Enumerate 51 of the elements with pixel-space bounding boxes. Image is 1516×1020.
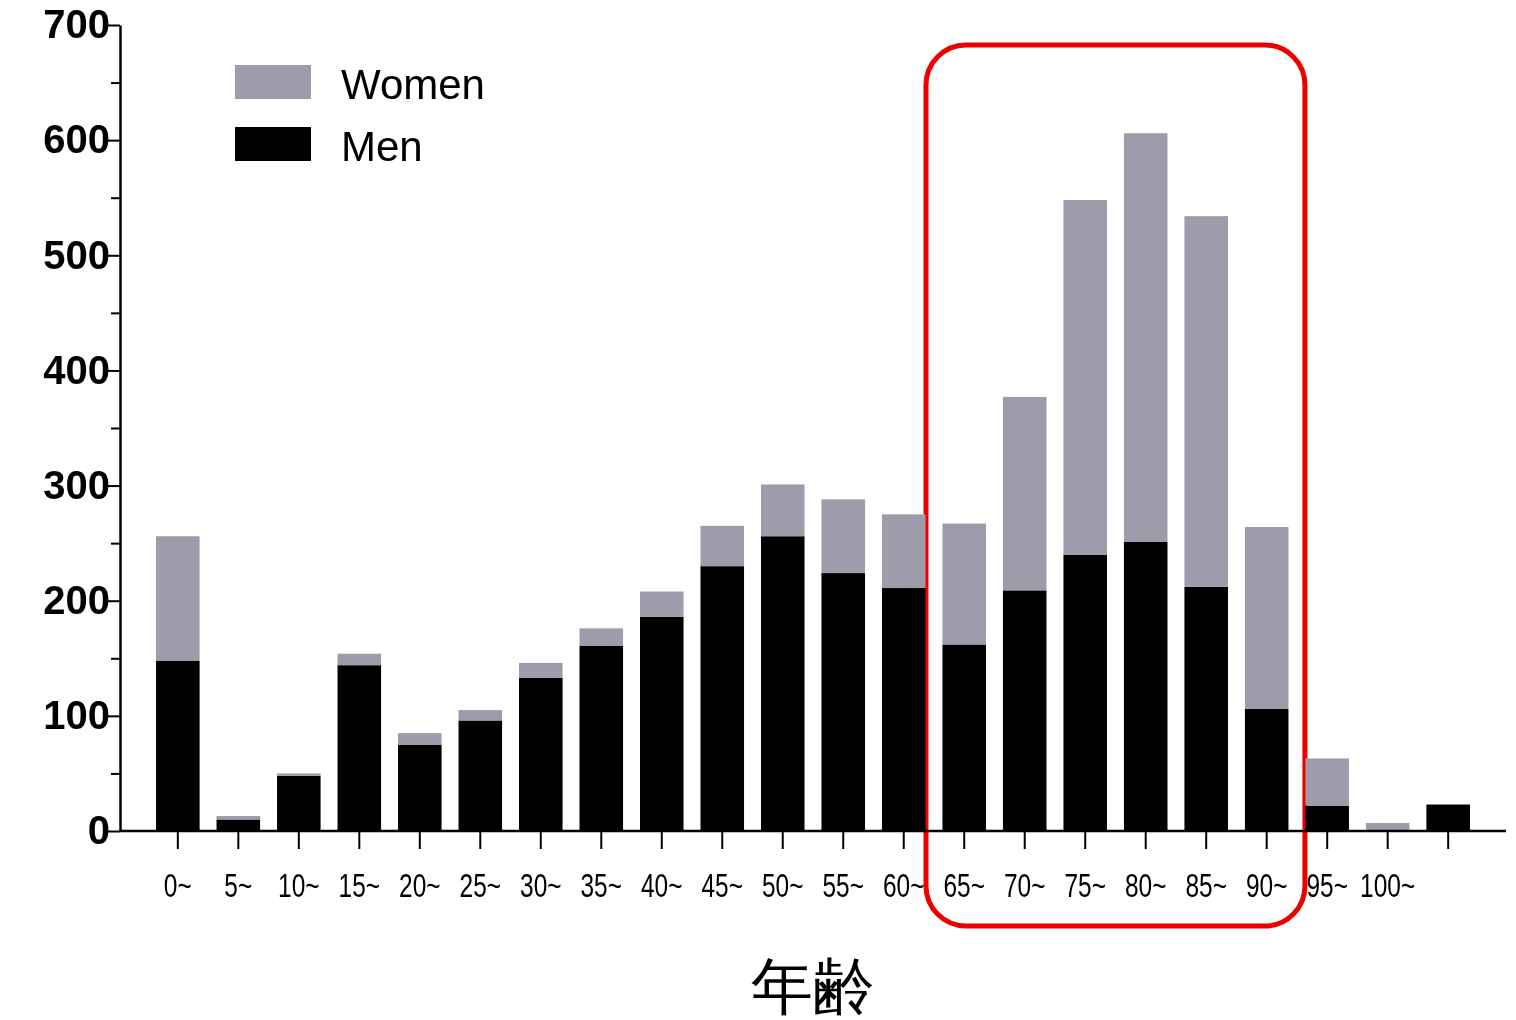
bar: [1244, 527, 1289, 709]
bar: [821, 499, 866, 574]
x-tick-label: 65~: [943, 866, 985, 904]
bar: [156, 536, 200, 661]
x-tick-label: 70~: [1003, 866, 1046, 904]
x-axis-title: 年齢: [751, 952, 875, 1020]
x-tick-label: 85~: [1185, 866, 1227, 904]
bar: [1305, 758, 1349, 806]
bar: [458, 710, 503, 721]
x-tick-label: 25~: [459, 866, 502, 904]
x-tick-label: 35~: [580, 866, 623, 904]
bar: [398, 733, 442, 745]
x-tick-label: 60~: [882, 866, 925, 904]
y-tick-label: 200: [43, 578, 110, 623]
x-tick-label: 30~: [520, 866, 562, 904]
y-tick-label: 0: [87, 808, 110, 853]
bar: [277, 773, 321, 776]
y-tick-label: 700: [43, 2, 110, 47]
bar: [881, 514, 926, 589]
y-tick-label: 300: [43, 462, 110, 507]
bar: [519, 662, 563, 678]
x-tick-label: 55~: [822, 866, 864, 904]
bar: [700, 525, 745, 567]
y-tick-label: 400: [43, 347, 110, 392]
x-tick-label: 50~: [762, 866, 804, 904]
bar: [337, 653, 382, 666]
bar: [942, 523, 987, 645]
x-tick-label: 40~: [641, 866, 683, 904]
x-tick-label: 0~: [163, 866, 192, 904]
bar: [1184, 216, 1228, 587]
x-tick-label: 20~: [399, 866, 441, 904]
y-tick-label: 500: [43, 232, 110, 277]
x-tick-label: 100~: [1360, 866, 1416, 904]
bar: [760, 484, 805, 537]
x-tick-label: 80~: [1124, 866, 1167, 904]
y-tick-label: 100: [43, 693, 110, 738]
x-tick-label: 10~: [278, 866, 320, 904]
bar: [579, 628, 624, 646]
y-tick-label: 600: [43, 117, 110, 162]
x-tick-label: 95~: [1306, 866, 1348, 904]
legend-label: Men: [341, 123, 423, 170]
bar: [1002, 396, 1047, 591]
bar: [639, 591, 684, 617]
x-tick-label: 45~: [701, 866, 744, 904]
x-tick-label: 75~: [1064, 866, 1106, 904]
x-tick-label: 90~: [1245, 866, 1288, 904]
bar: [1063, 200, 1107, 555]
x-tick-label: 5~: [224, 866, 253, 904]
x-tick-label: 15~: [338, 866, 381, 904]
bar: [1123, 133, 1168, 542]
legend-label: Women: [341, 61, 485, 108]
